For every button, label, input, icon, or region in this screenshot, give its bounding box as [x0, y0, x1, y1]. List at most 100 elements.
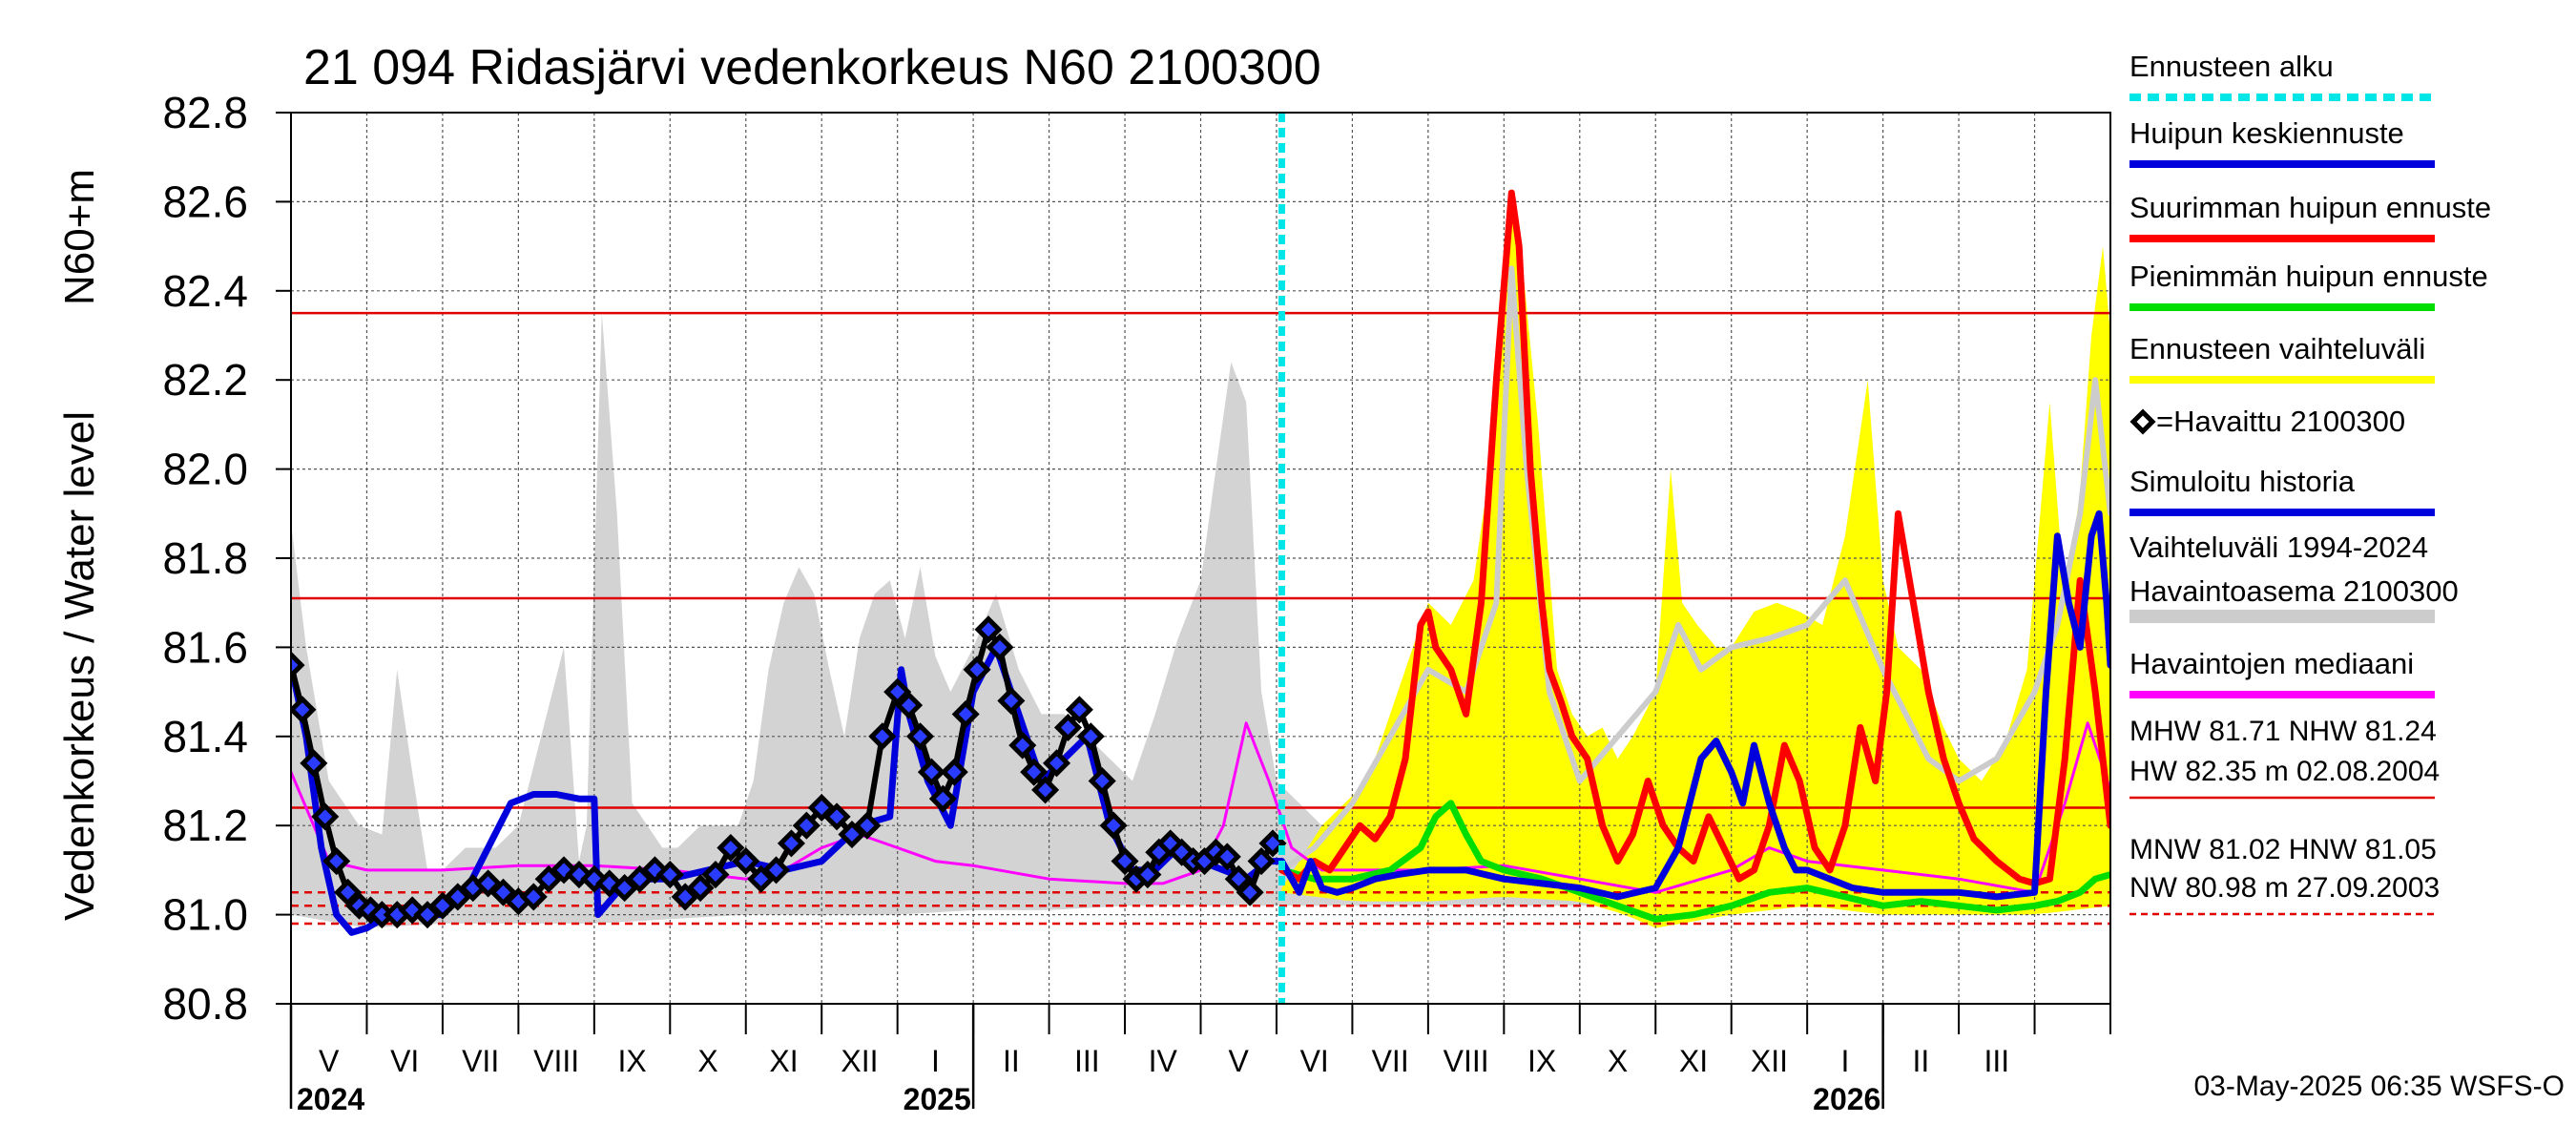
- observed-marker: [300, 749, 328, 778]
- month-label-11: IV: [1149, 1044, 1178, 1078]
- observed-marker: [822, 802, 851, 831]
- observed-marker: [1213, 843, 1241, 871]
- observed-marker: [883, 677, 912, 706]
- observed-marker: [1099, 811, 1128, 840]
- observed-marker: [940, 758, 968, 786]
- legend-label-1: Huipun keskiennuste: [2129, 116, 2404, 150]
- month-label-15: VIII: [1444, 1044, 1489, 1078]
- ytick-label-3: 81.4: [162, 712, 248, 761]
- observed-marker: [1258, 829, 1287, 858]
- month-label-19: XII: [1751, 1044, 1788, 1078]
- history-range-band: [291, 313, 2110, 927]
- observed-marker: [1020, 758, 1049, 786]
- legend-label-2: Suurimman huipun ennuste: [2129, 191, 2491, 224]
- ytick-label-7: 82.2: [162, 355, 248, 405]
- legend-label-5: =Havaittu 2100300: [2156, 405, 2405, 438]
- observed-marker: [1088, 766, 1116, 796]
- legend-label-8: Havaintoasema 2100300: [2129, 574, 2459, 608]
- observed-marker: [334, 878, 363, 906]
- observed-marker: [1224, 864, 1253, 893]
- ytick-label-5: 81.8: [162, 533, 248, 583]
- plot-content: [291, 113, 2110, 1004]
- legend-label-9: Havaintojen mediaani: [2129, 647, 2414, 680]
- observed-marker: [777, 829, 805, 858]
- observed-marker: [717, 834, 745, 863]
- observed-marker: [291, 696, 317, 724]
- month-label-9: II: [1003, 1044, 1020, 1078]
- observed-marker: [974, 615, 1003, 644]
- observed-marker: [291, 651, 305, 679]
- observed-marker: [895, 691, 924, 719]
- ytick-label-10: 82.8: [162, 88, 248, 137]
- month-label-10: III: [1074, 1044, 1100, 1078]
- month-label-14: VII: [1372, 1044, 1409, 1078]
- legend-label-7: Vaihteluväli 1994-2024: [2129, 531, 2428, 564]
- observed-marker: [917, 758, 945, 786]
- forecast-line-0: [1278, 800, 2110, 923]
- chart-title: 21 094 Ridasjärvi vedenkorkeus N60 21003…: [303, 40, 1321, 95]
- plot-area: [291, 113, 2110, 1004]
- legend-label-0: Ennusteen alku: [2129, 50, 2334, 83]
- month-label-16: IX: [1527, 1044, 1556, 1078]
- observed-marker: [732, 847, 760, 876]
- stat-label-3: NW 80.98 m 27.09.2003: [2129, 872, 2440, 904]
- month-label-2: VII: [462, 1044, 499, 1078]
- observed-marker: [1236, 878, 1264, 906]
- stat-label-2: MNW 81.02 HNW 81.05: [2129, 834, 2437, 865]
- ytick-label-4: 81.6: [162, 622, 248, 672]
- observed-marker: [1076, 722, 1105, 751]
- observed-marker: [1065, 696, 1093, 724]
- ytick-label-0: 80.8: [162, 979, 248, 1029]
- observed-marker: [1111, 847, 1139, 876]
- ytick-label-2: 81.2: [162, 801, 248, 850]
- observed-marker: [322, 847, 351, 876]
- observed-marker: [686, 874, 715, 903]
- legend-label-6: Simuloitu historia: [2129, 465, 2356, 498]
- observed-marker: [963, 656, 991, 684]
- ytick-label-1: 81.0: [162, 890, 248, 940]
- year-label-2: 2026: [1813, 1082, 1880, 1116]
- observed-marker: [868, 722, 897, 751]
- observed-marker: [701, 861, 730, 889]
- observed-marker: [853, 811, 882, 840]
- ytick-label-6: 82.0: [162, 445, 248, 494]
- month-label-8: I: [931, 1044, 940, 1078]
- legend-marker-5: [2129, 408, 2156, 435]
- legend-label-4: Ennusteen vaihteluväli: [2129, 332, 2425, 365]
- observed-marker: [1247, 847, 1276, 876]
- month-label-18: XI: [1679, 1044, 1708, 1078]
- month-label-3: VIII: [533, 1044, 579, 1078]
- month-label-4: IX: [617, 1044, 646, 1078]
- month-label-0: V: [319, 1044, 340, 1078]
- observed-marker: [792, 811, 821, 840]
- observed-marker: [1031, 776, 1060, 804]
- observed-marker: [519, 883, 548, 911]
- month-label-13: VI: [1300, 1044, 1329, 1078]
- month-label-6: XI: [769, 1044, 798, 1078]
- month-label-17: X: [1608, 1044, 1628, 1078]
- forecast-line-2: [1278, 510, 2110, 901]
- month-label-20: I: [1840, 1044, 1849, 1078]
- month-label-7: XII: [841, 1044, 878, 1078]
- observed-marker: [997, 686, 1026, 715]
- month-label-22: III: [1984, 1044, 2009, 1078]
- observed-marker: [1133, 861, 1162, 889]
- observed-marker: [1053, 713, 1082, 741]
- observed-marker: [1042, 749, 1071, 778]
- year-label-1: 2025: [904, 1082, 971, 1116]
- month-label-21: II: [1912, 1044, 1929, 1078]
- month-label-1: VI: [390, 1044, 419, 1078]
- year-label-0: 2024: [297, 1082, 364, 1116]
- axes: 80.8 81.0 81.2 81.4 81.6 81.8 82.0 82.2 82.4 82.6…: [162, 88, 2111, 1116]
- stat-label-1: HW 82.35 m 02.08.2004: [2129, 756, 2440, 787]
- legend: Ennusteen alku Huipun keskiennuste Suurimm…: [2129, 50, 2491, 916]
- observed-marker: [761, 856, 791, 885]
- observed-marker: [1008, 731, 1037, 760]
- observed-marker: [905, 722, 935, 751]
- y-axis-unit-label: N60+m: [56, 169, 103, 305]
- ytick-label-8: 82.4: [162, 266, 248, 316]
- forecast-line-1: [1278, 189, 2110, 887]
- month-label-12: V: [1229, 1044, 1250, 1078]
- timestamp-footer: 03-May-2025 06:35 WSFS-O: [2194, 1071, 2566, 1102]
